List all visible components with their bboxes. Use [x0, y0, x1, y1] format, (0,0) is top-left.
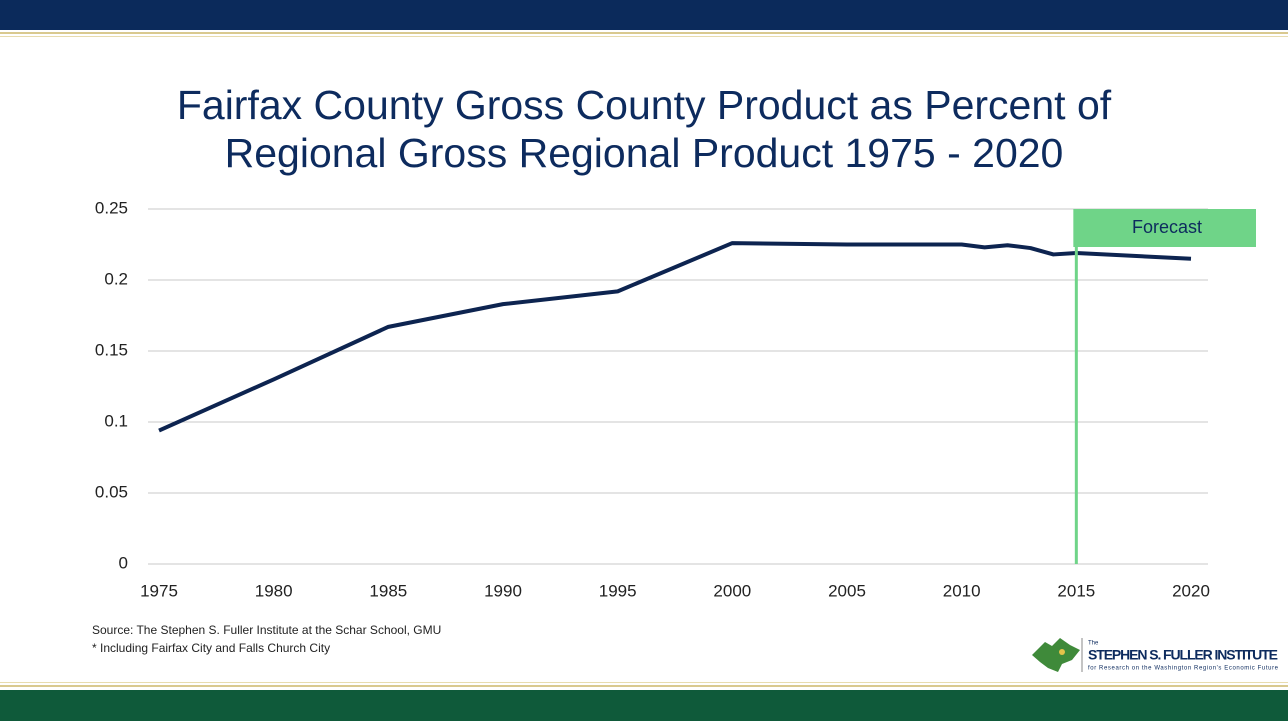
chart-subtitle: Regional Gross Regional Product 1975 - 2…: [225, 130, 1064, 176]
y-tick-label: 0.25: [95, 198, 128, 217]
bottom-bar: [0, 690, 1288, 721]
bottom-rule: [0, 685, 1288, 687]
data-line: [158, 241, 1192, 433]
x-tick-label: 1975: [140, 581, 178, 600]
x-tick-label: 2020: [1172, 581, 1210, 600]
x-tick-label: 1990: [484, 581, 522, 600]
logo-name: STEPHEN S. FULLER INSTITUTE: [1088, 647, 1278, 663]
x-tick-label: 1980: [255, 581, 293, 600]
y-tick-label: 0.1: [104, 411, 128, 430]
y-tick-label: 0.05: [95, 482, 128, 501]
y-tick-label: 0: [119, 553, 128, 572]
forecast-label: Forecast: [1132, 217, 1202, 237]
logo-mark: [1032, 638, 1080, 672]
bottom-rule: [0, 682, 1288, 683]
x-tick-label: 2010: [943, 581, 981, 600]
top-rule: [0, 32, 1288, 34]
x-tick-label: 1985: [369, 581, 407, 600]
x-tick-label: 2015: [1057, 581, 1095, 600]
chart-title: Fairfax County Gross County Product as P…: [177, 82, 1112, 128]
top-rule: [0, 36, 1288, 37]
logo-small: The: [1088, 641, 1099, 647]
source-note: Source: The Stephen S. Fuller Institute …: [92, 623, 441, 637]
y-tick-label: 0.15: [95, 340, 128, 359]
logo-tagline: for Research on the Washington Region's …: [1088, 666, 1279, 672]
x-tick-label: 1995: [599, 581, 637, 600]
top-bar: [0, 0, 1288, 30]
x-tick-label: 2000: [713, 581, 751, 600]
footnote: * Including Fairfax City and Falls Churc…: [92, 641, 330, 655]
x-tick-label: 2005: [828, 581, 866, 600]
y-tick-label: 0.2: [104, 269, 128, 288]
logo-dot: [1059, 649, 1065, 655]
forecast-box: [1073, 209, 1256, 247]
